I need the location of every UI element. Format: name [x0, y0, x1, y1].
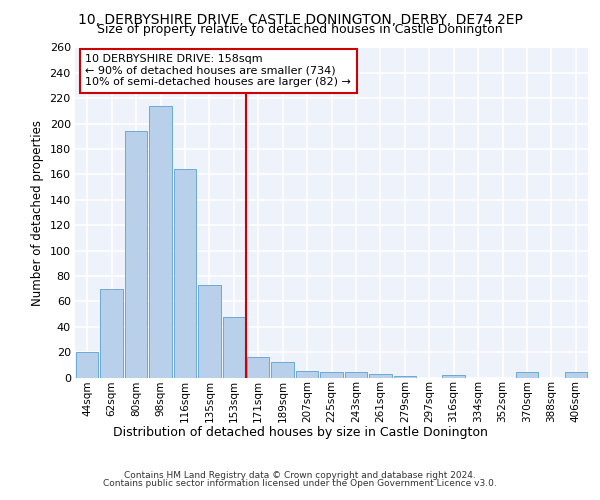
Bar	[344, 372, 367, 378]
Bar	[173, 170, 196, 378]
Bar	[247, 357, 269, 378]
Bar	[149, 106, 172, 378]
Text: Size of property relative to detached houses in Castle Donington: Size of property relative to detached ho…	[97, 22, 503, 36]
Bar	[76, 352, 98, 378]
Bar	[442, 375, 465, 378]
Text: Contains HM Land Registry data © Crown copyright and database right 2024.: Contains HM Land Registry data © Crown c…	[124, 471, 476, 480]
Text: Distribution of detached houses by size in Castle Donington: Distribution of detached houses by size …	[113, 426, 487, 439]
Bar	[565, 372, 587, 378]
Bar	[394, 376, 416, 378]
Bar	[515, 372, 538, 378]
Bar	[271, 362, 294, 378]
Text: 10 DERBYSHIRE DRIVE: 158sqm
← 90% of detached houses are smaller (734)
10% of se: 10 DERBYSHIRE DRIVE: 158sqm ← 90% of det…	[85, 54, 351, 88]
Bar	[100, 288, 123, 378]
Bar	[320, 372, 343, 378]
Y-axis label: Number of detached properties: Number of detached properties	[31, 120, 44, 306]
Bar	[296, 371, 319, 378]
Text: 10, DERBYSHIRE DRIVE, CASTLE DONINGTON, DERBY, DE74 2EP: 10, DERBYSHIRE DRIVE, CASTLE DONINGTON, …	[77, 12, 523, 26]
Bar	[223, 316, 245, 378]
Bar	[198, 285, 221, 378]
Bar	[125, 132, 148, 378]
Bar	[369, 374, 392, 378]
Text: Contains public sector information licensed under the Open Government Licence v3: Contains public sector information licen…	[103, 478, 497, 488]
